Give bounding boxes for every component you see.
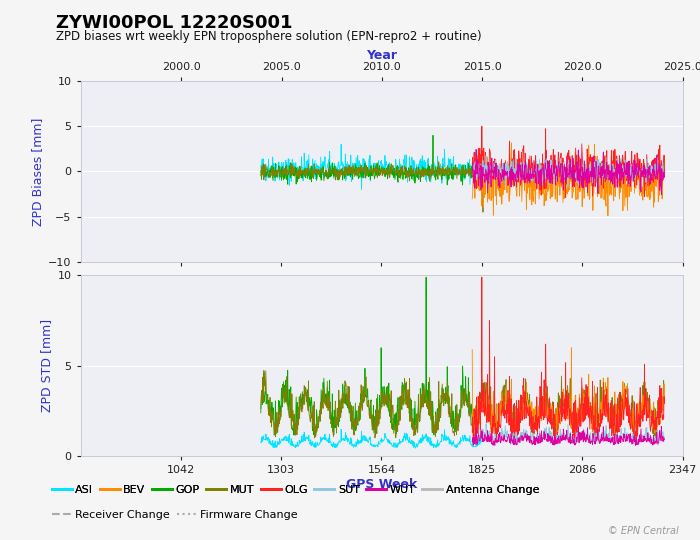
Y-axis label: ZPD Biases [mm]: ZPD Biases [mm] xyxy=(31,117,44,226)
Text: © EPN Central: © EPN Central xyxy=(608,525,679,536)
X-axis label: GPS Week: GPS Week xyxy=(346,478,417,491)
Legend: ASI, BEV, GOP, MUT, OLG, SUT, WUT, Antenna Change: ASI, BEV, GOP, MUT, OLG, SUT, WUT, Anten… xyxy=(48,481,544,500)
Text: ZYWI00POL 12220S001: ZYWI00POL 12220S001 xyxy=(56,14,293,31)
Legend: Receiver Change, Firmware Change: Receiver Change, Firmware Change xyxy=(48,506,302,525)
Y-axis label: ZPD STD [mm]: ZPD STD [mm] xyxy=(41,319,53,413)
Text: ZPD biases wrt weekly EPN troposphere solution (EPN-repro2 + routine): ZPD biases wrt weekly EPN troposphere so… xyxy=(56,30,482,43)
X-axis label: Year: Year xyxy=(366,49,397,62)
